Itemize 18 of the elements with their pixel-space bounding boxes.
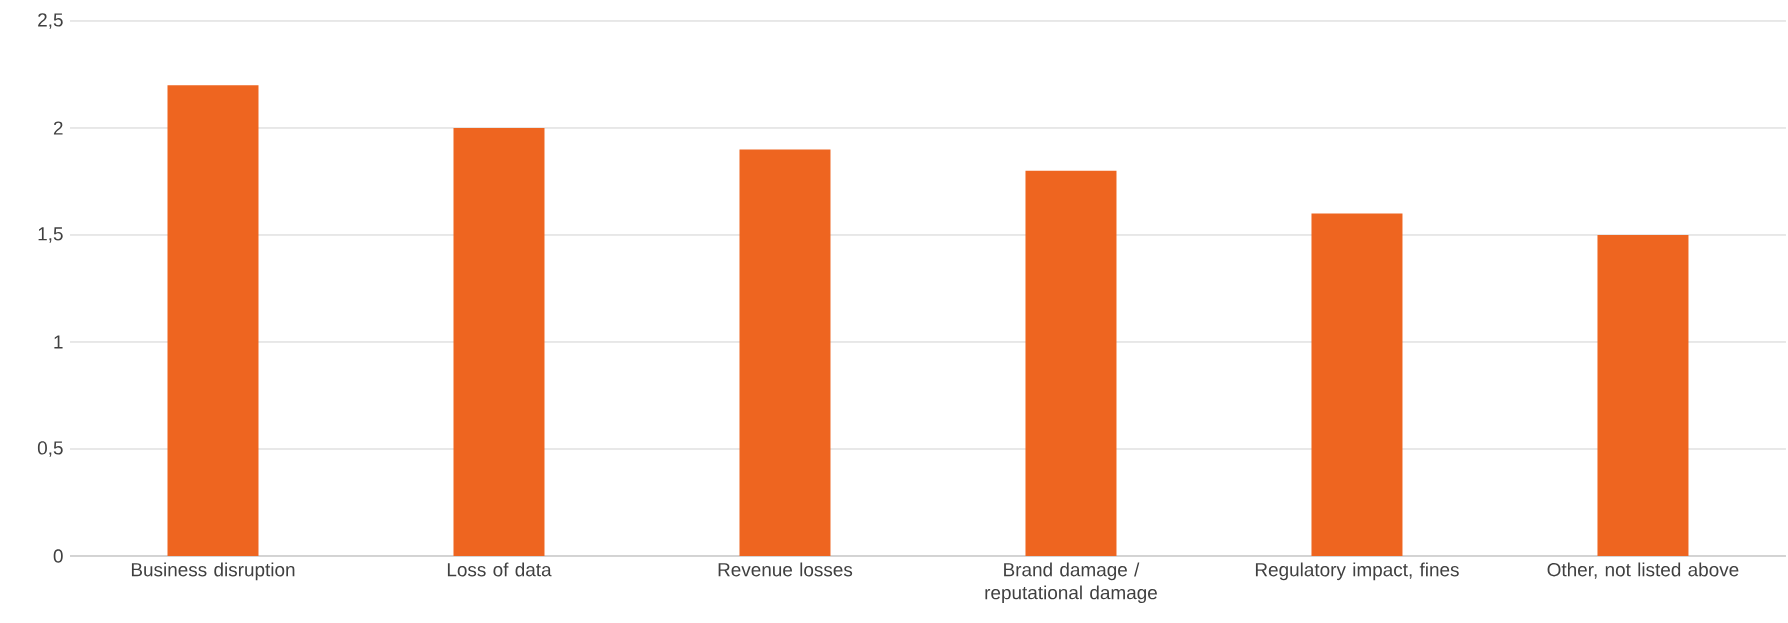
bar xyxy=(739,149,831,556)
y-tick-label: 2 xyxy=(53,121,63,135)
y-tick-label: 1,5 xyxy=(38,227,63,243)
bar xyxy=(1597,235,1689,556)
y-tick-label: 2,5 xyxy=(38,13,63,29)
bar xyxy=(453,128,545,556)
x-tick-label: Business disruption xyxy=(131,562,295,581)
x-tick-label: Brand damage / reputational damage xyxy=(985,562,1157,604)
x-tick-label: Loss of data xyxy=(447,562,552,577)
bar xyxy=(1025,170,1117,556)
y-tick-label: 0 xyxy=(53,549,63,563)
x-tick-label: Revenue losses xyxy=(718,562,853,577)
x-tick-label: Regulatory impact, fines xyxy=(1255,562,1459,581)
y-tick-label: 0,5 xyxy=(37,441,63,457)
bar xyxy=(167,85,259,556)
y-tick-label: 1 xyxy=(54,335,63,349)
x-tick-label: Other, not listed above xyxy=(1547,562,1739,579)
bar xyxy=(1311,213,1403,556)
